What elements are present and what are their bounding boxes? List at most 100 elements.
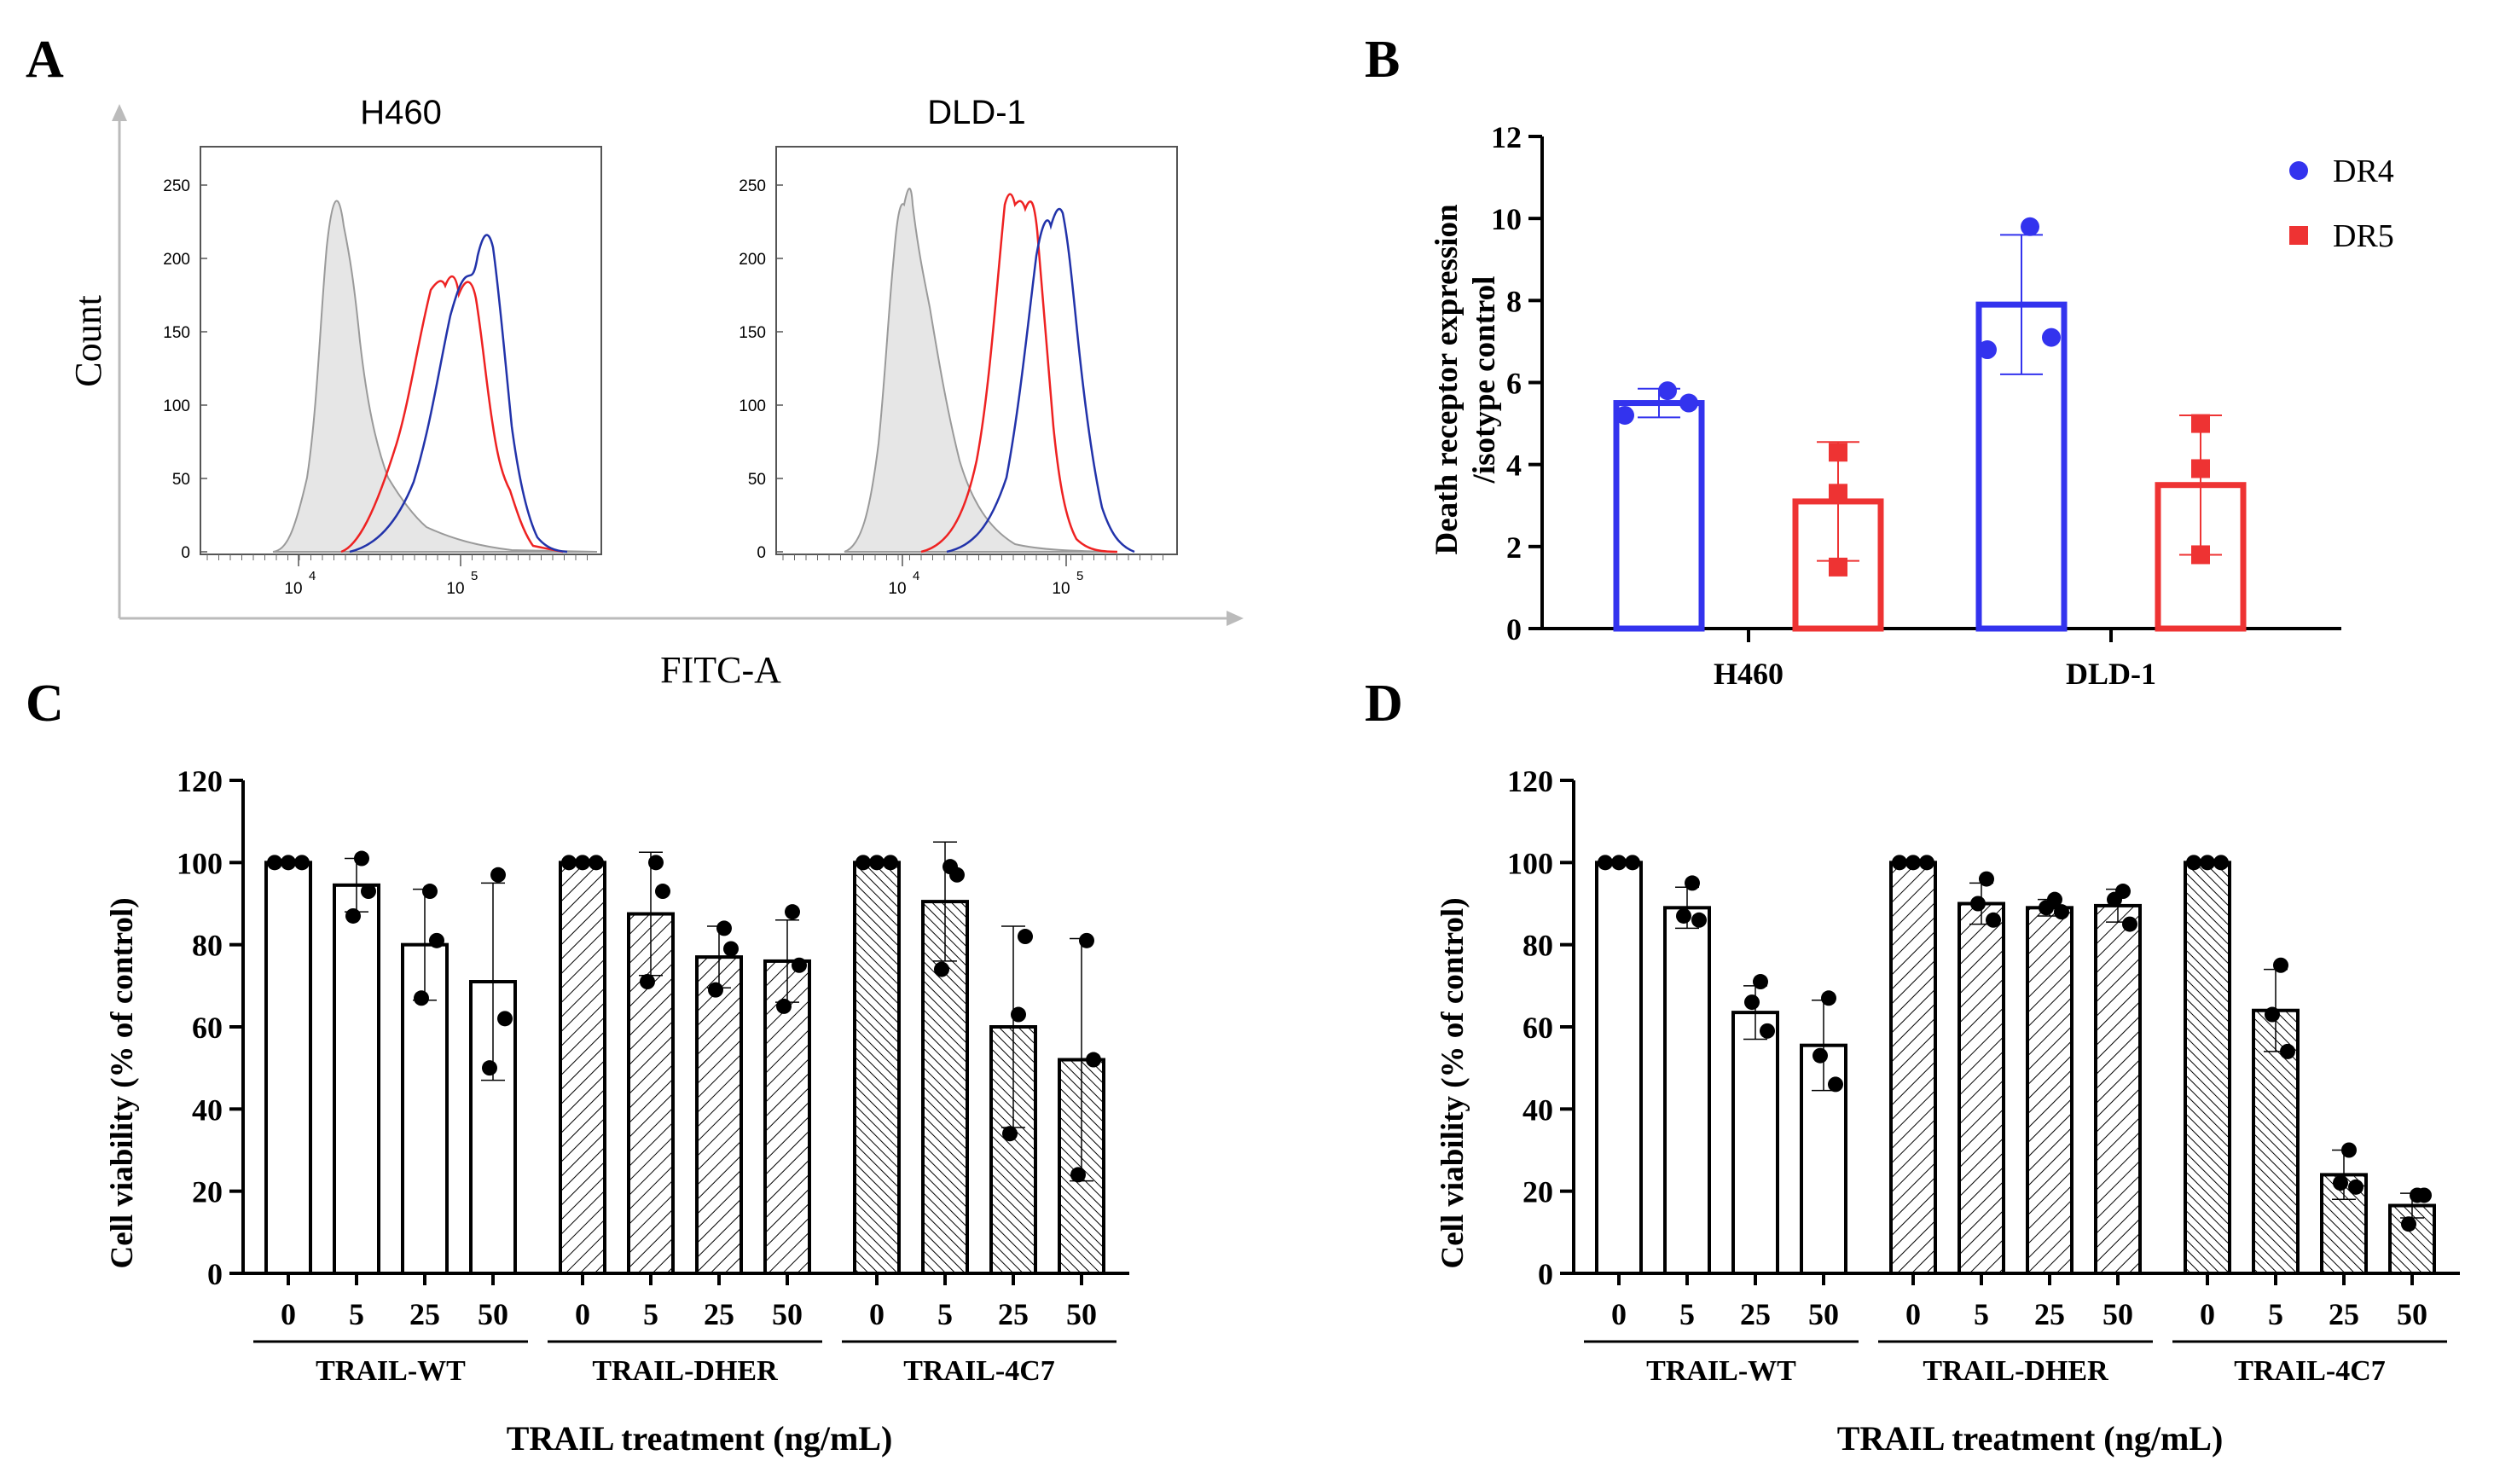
data-point <box>2416 1187 2432 1203</box>
bar <box>2094 903 2142 1275</box>
group-label: TRAIL-WT <box>1646 1355 1796 1387</box>
chart-viability-d: Cell viability (% of control) TRAIL trea… <box>1436 764 2460 1458</box>
isotype-control-histogram <box>272 200 598 553</box>
data-point <box>2186 855 2201 871</box>
flow-ytick-label: 100 <box>739 397 766 415</box>
y-tick-label: 40 <box>1522 1093 1553 1127</box>
dose-label: 25 <box>998 1297 1029 1331</box>
dose-label: 5 <box>643 1297 658 1331</box>
data-point <box>2191 459 2210 478</box>
data-point <box>1615 405 1634 425</box>
legend-label: DR4 <box>2333 154 2394 189</box>
data-point <box>345 907 361 924</box>
flow-ytick-label: 200 <box>163 251 190 269</box>
panel-label-c: C <box>26 675 64 733</box>
flow-ytick-label: 250 <box>739 177 766 195</box>
data-point <box>1760 1023 1775 1039</box>
data-point <box>1079 932 1094 948</box>
dose-label: 25 <box>2034 1297 2065 1331</box>
data-point <box>2273 957 2288 973</box>
flow-count-arrowhead-icon <box>112 104 127 121</box>
dose-label: 5 <box>2268 1297 2283 1331</box>
data-point <box>429 932 444 948</box>
data-point <box>1829 484 1847 503</box>
panel-label-a: A <box>26 31 64 89</box>
flow-xtick-exponent: 4 <box>913 569 919 583</box>
data-point <box>1018 929 1033 945</box>
bar <box>1958 901 2005 1275</box>
flow-ytick-label: 250 <box>163 177 190 195</box>
flow-plot-title: H460 <box>360 94 442 131</box>
flow-ytick-label: 50 <box>172 471 190 489</box>
bar <box>1731 1011 1779 1276</box>
flow-xtick-label: 10 <box>284 580 302 598</box>
data-point <box>883 855 898 871</box>
dose-label: 0 <box>281 1297 296 1331</box>
flow-ytick-label: 0 <box>757 544 766 562</box>
y-tick-label: 80 <box>192 929 223 963</box>
data-point <box>716 920 732 936</box>
data-point <box>281 855 296 871</box>
y-tick-label: 100 <box>1507 846 1553 880</box>
data-point <box>2280 1043 2295 1059</box>
data-point <box>2333 1175 2348 1191</box>
data-point <box>1691 912 1707 928</box>
chart-c-ylabel: Cell viability (% of control) <box>105 897 140 1268</box>
data-point <box>2191 414 2210 433</box>
dose-label: 50 <box>1808 1297 1839 1331</box>
legend-marker-dr4 <box>2289 161 2308 180</box>
dose-label: 0 <box>1905 1297 1921 1331</box>
x-tick-label: H460 <box>1714 657 1784 691</box>
dose-label: 50 <box>2397 1297 2427 1331</box>
data-point <box>2348 1179 2364 1195</box>
data-point <box>2191 545 2210 565</box>
data-point <box>1002 1126 1018 1142</box>
flow-ytick-label: 150 <box>163 324 190 342</box>
data-point <box>482 1060 497 1076</box>
data-point <box>708 982 723 998</box>
bar-dr4 <box>1613 400 1705 632</box>
dose-label: 50 <box>478 1297 508 1331</box>
data-point <box>2107 891 2122 907</box>
data-point <box>1011 1006 1026 1023</box>
data-point <box>1828 1076 1843 1093</box>
y-tick-label: 80 <box>1522 929 1553 963</box>
flow-ytick-label: 200 <box>739 251 766 269</box>
y-tick-label: 6 <box>1506 367 1522 401</box>
chart-death-receptor: Death receptor expression /isotype contr… <box>1430 120 2394 691</box>
y-tick-label: 0 <box>1538 1257 1553 1291</box>
data-point <box>1821 990 1836 1006</box>
data-point <box>1753 974 1768 990</box>
group-label: TRAIL-4C7 <box>2234 1355 2386 1387</box>
data-point <box>1744 994 1760 1011</box>
data-point <box>1679 393 1698 413</box>
data-point <box>792 957 807 973</box>
data-point <box>776 998 792 1014</box>
data-point <box>1611 855 1627 871</box>
data-point <box>2122 916 2137 932</box>
data-point <box>294 855 310 871</box>
data-point <box>267 855 282 871</box>
y-tick-label: 4 <box>1506 449 1522 483</box>
flow-fitc-arrowhead-icon <box>1227 611 1244 626</box>
data-point <box>1070 1167 1086 1183</box>
data-point <box>785 904 800 920</box>
flow-xtick-label: 10 <box>446 580 464 598</box>
flow-xtick-exponent: 5 <box>471 569 478 583</box>
legend-label: DR5 <box>2333 218 2394 254</box>
data-point <box>934 961 949 977</box>
dr4-histogram-curve <box>349 234 568 554</box>
data-point <box>723 941 739 957</box>
panel-label-b: B <box>1365 31 1400 89</box>
data-point <box>361 884 376 900</box>
data-point <box>1676 907 1691 924</box>
y-tick-label: 8 <box>1506 284 1522 318</box>
data-point <box>2042 328 2061 347</box>
flow-plot-dld1: DLD-1 250 200 150 100 50 0 10 4 10 5 <box>739 94 1178 598</box>
panel-label-d: D <box>1365 675 1403 733</box>
flow-ytick-label: 50 <box>748 471 766 489</box>
bar <box>1663 906 1711 1275</box>
y-tick-label: 60 <box>1522 1011 1553 1045</box>
data-point <box>648 855 664 871</box>
